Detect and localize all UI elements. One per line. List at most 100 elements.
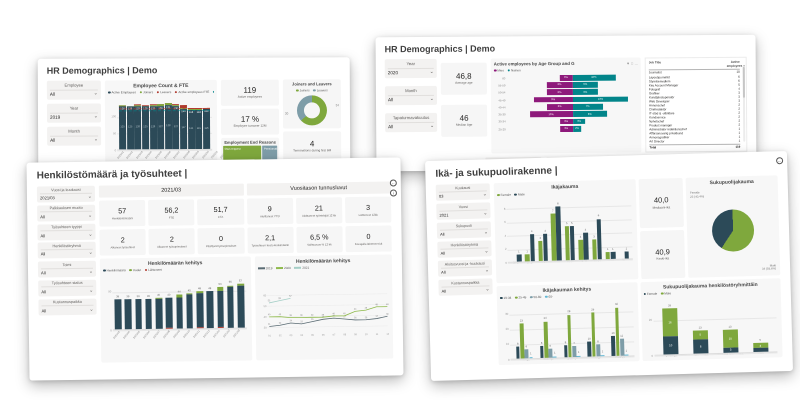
slicer-dropdown[interactable]: All ⌄ <box>41 286 94 295</box>
bar-column-2020-07[interactable]: 40 <box>155 294 163 329</box>
pie-circle[interactable] <box>711 208 755 253</box>
legend-item-leavers[interactable]: Leavers <box>313 88 328 92</box>
bar-group-2020-q4[interactable]: 10 29 8 1 <box>583 308 608 357</box>
legend-item-2020[interactable]: 2020 <box>275 266 291 270</box>
slicer-dropdown[interactable]: All ⌄ <box>387 94 434 103</box>
bar-group-20-24[interactable]: 1 <box>510 250 524 262</box>
legend-item-female[interactable]: Female <box>496 193 511 197</box>
bar-group-2020-q3[interactable]: 8 28 7 1 <box>559 310 584 358</box>
slicer-dropdown[interactable]: 2021/03 ⌄ <box>39 192 93 201</box>
legend-item-active-employees-fta[interactable]: Active employees FTA <box>212 90 214 94</box>
table-row[interactable]: Art Director 1 <box>649 139 740 144</box>
bar-group-60[interactable]: 1 <box>617 247 631 259</box>
back-button[interactable]: ← <box>776 157 784 165</box>
back-button[interactable]: ← <box>389 179 397 187</box>
bar-group-ty-ntekij-t[interactable]: 26 16 10 <box>655 304 686 355</box>
slicer-dropdown[interactable]: 2019 ⌄ <box>49 112 99 120</box>
bar-column-2021-02[interactable]: 55 <box>226 281 235 328</box>
legend-item-leavers[interactable]: Leavers <box>156 90 171 94</box>
legend-item-25-49[interactable]: 25-49 <box>514 295 526 300</box>
bar-column-2020-06[interactable]: 39 <box>145 295 153 329</box>
bar-column-2019-09[interactable]: 120 117 <box>179 105 188 150</box>
bar-column-2019-04[interactable]: 128 125 <box>141 105 150 150</box>
legend-item-60[interactable]: 60- <box>544 295 553 299</box>
bar-column-2020-11[interactable]: 48 <box>196 287 204 329</box>
scrollbar-thumb[interactable] <box>742 66 745 99</box>
legend-item-joiners[interactable]: Joiners <box>139 90 153 94</box>
slicer-dropdown[interactable]: 03 ⌄ <box>438 189 488 199</box>
line-series-2020[interactable] <box>268 306 387 319</box>
legend-item-active-employees[interactable]: Active Employees <box>107 90 136 94</box>
legend-item-male[interactable]: Male <box>660 291 671 295</box>
slicer-dropdown[interactable]: All ⌄ <box>441 284 490 294</box>
tornado-row-25-29[interactable]: 25-29 3% 2% <box>494 125 638 133</box>
donut-ring[interactable] <box>296 95 328 126</box>
legend-item-joiners[interactable]: Joiners <box>296 88 310 92</box>
legend-item-nainen[interactable]: Nainen <box>507 68 521 72</box>
bar-group-2020-q2[interactable]: 8 24 6 1 <box>535 317 560 358</box>
slicer-dropdown[interactable]: All ⌄ <box>440 246 489 256</box>
bar-column-2019-11[interactable]: 118 115 <box>195 108 203 149</box>
legend-item-19-34[interactable]: 19-34 <box>499 296 511 300</box>
legend-item-active-employees-fte[interactable]: Active employees FTE <box>174 90 209 94</box>
info-button[interactable]: i <box>389 189 398 197</box>
bar-group-ylemm-t-toimihenkil-t[interactable]: 13 10 3 <box>715 325 746 353</box>
slicer-dropdown[interactable]: 2021 ⌄ <box>439 208 488 218</box>
treemap-block-own-request[interactable]: Own request <box>223 145 262 160</box>
mies-zone: 6% <box>507 89 573 96</box>
bar-group-2020-q1[interactable]: 8 23 6 1 <box>511 319 536 359</box>
slicer-dropdown[interactable]: All ⌄ <box>40 211 93 220</box>
legend-item-uudet[interactable]: Uudet <box>129 268 141 272</box>
more-options-icon[interactable]: … <box>634 60 638 66</box>
bar-column-2021-03[interactable]: 57 <box>237 280 245 328</box>
scrollbar[interactable] <box>742 66 746 142</box>
legend-item-female[interactable]: Female <box>643 292 657 296</box>
legend-item-male[interactable]: Male <box>514 192 525 197</box>
line-series-2019[interactable] <box>268 315 388 327</box>
filter-icon[interactable]: ▼ <box>626 61 630 66</box>
bar-group-toimihenkil-t[interactable]: 13 5 8 <box>685 326 716 354</box>
slicer-dropdown[interactable]: All ⌄ <box>50 135 99 143</box>
bar-column-2019-12[interactable]: 119 116 <box>202 108 211 149</box>
bar-column-2019-10[interactable]: 118 115 <box>187 108 195 150</box>
line-series-2021[interactable] <box>268 297 291 304</box>
slicer-dropdown[interactable]: All ⌄ <box>388 121 435 130</box>
slicer-dropdown[interactable]: 2020 ⌄ <box>387 67 434 76</box>
slicer-dropdown[interactable]: All ⌄ <box>40 267 94 276</box>
slicer-dropdown[interactable]: All ⌄ <box>440 265 490 275</box>
column-header-active-employees[interactable]: Active employees▼ <box>727 60 746 68</box>
slicer-dropdown[interactable]: All ⌄ <box>40 248 93 257</box>
slicer-dropdown[interactable]: All ⌄ <box>40 229 93 239</box>
bar-column-2020-04[interactable]: 39 <box>124 295 132 330</box>
focus-mode-icon[interactable]: □ <box>631 61 634 66</box>
legend-item-50-60[interactable]: 50-60 <box>529 295 541 299</box>
legend-item-2019[interactable]: 2019 <box>257 266 272 270</box>
bar-column-2019-01[interactable]: 128 125 <box>118 105 127 150</box>
bar-column-2020-12[interactable]: 48 <box>206 287 214 329</box>
slicer-dropdown[interactable]: All ⌄ <box>439 227 489 237</box>
bar-group-2021-q1[interactable]: 13 32 11 1 <box>607 303 632 356</box>
bar-column-2020-05[interactable]: 39 <box>134 295 142 330</box>
bar-column-2020-03[interactable]: 39 <box>114 295 122 330</box>
legend-item-henkil-m-r[interactable]: Henkilömäärä <box>102 268 126 273</box>
legend-item-2021[interactable]: 2021 <box>294 266 309 270</box>
slicer-dropdown[interactable]: All ⌄ <box>49 89 98 97</box>
bar-column-2020-10[interactable]: 45 <box>186 289 194 329</box>
bar-column-2020-08[interactable]: 40 <box>165 294 173 329</box>
treemap-block-pensionation[interactable]: Pensionation <box>262 145 278 160</box>
slicer-dropdown[interactable]: All ⌄ <box>41 304 94 314</box>
legend-item-l-hteneet[interactable]: Lähteneet <box>144 268 162 272</box>
bar-column-2021-01[interactable]: 53 <box>216 283 224 328</box>
column-header-job-title[interactable]: Job Title <box>648 60 662 65</box>
bar-column-2019-02[interactable]: 128 125 <box>126 106 134 150</box>
legend-item-mies[interactable]: Mies <box>493 68 504 72</box>
bar-column-2020-09[interactable]: 44 <box>175 290 183 329</box>
